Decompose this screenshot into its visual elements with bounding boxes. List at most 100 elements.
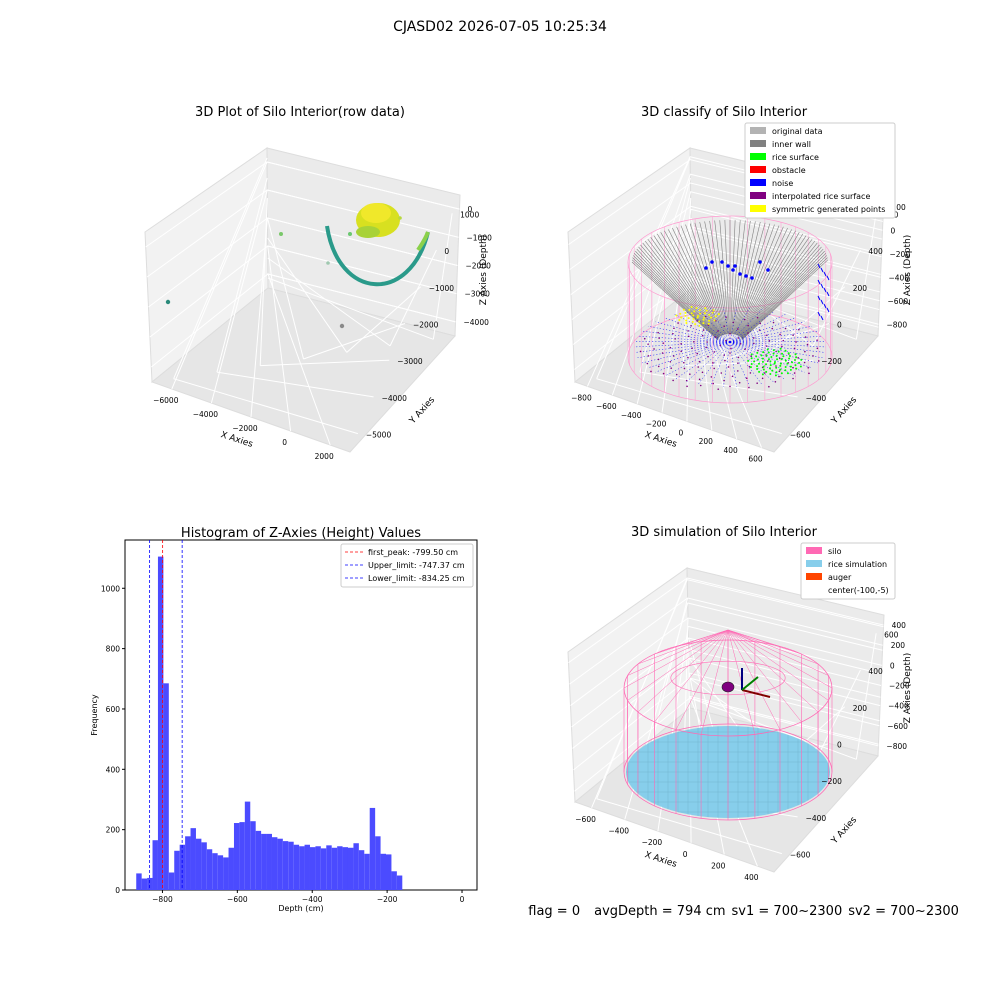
simulation-silo-roof	[727, 629, 819, 713]
classify-rice-surface-point	[749, 366, 752, 369]
histogram-legend-label: Lower_limit: -834.25 cm	[368, 574, 465, 583]
classify-noise-point	[685, 341, 731, 383]
classify-rice-surface-point	[780, 372, 783, 375]
raw-gridline-z	[149, 245, 457, 338]
raw-outlier-point	[339, 323, 345, 329]
classify-inner-wall-point	[685, 224, 725, 335]
simulation-gridline-z	[572, 657, 881, 749]
classify-noise-point	[826, 275, 830, 281]
classify-interpolated-point	[774, 380, 777, 383]
classify-interpolated-point	[766, 334, 768, 337]
auger-axis-y	[741, 676, 759, 691]
simulation-ytick-label: 200	[853, 704, 868, 713]
classify-noise-point	[729, 307, 750, 343]
simulation-silo-roof	[627, 629, 729, 676]
classify-noise-point	[820, 299, 824, 305]
classify-interpolated-point	[763, 372, 766, 374]
histogram-bar	[266, 833, 272, 890]
classify-interpolated-point	[724, 359, 726, 362]
histogram-bar	[337, 846, 343, 890]
simulation-silo-roof	[675, 629, 729, 647]
classify-interpolated-point	[816, 339, 818, 341]
classify-noise-point	[641, 341, 731, 364]
classify-inner-wall-point	[632, 255, 719, 340]
classify-noise-point	[633, 341, 731, 348]
classify-inner-wall-point	[647, 238, 721, 337]
classify-rice-surface-point	[769, 372, 772, 375]
classify-rice-surface-point	[781, 352, 784, 355]
classify-interpolated-point	[677, 322, 679, 324]
classify-inner-wall-point	[739, 235, 807, 337]
classify-interpolated-point	[775, 365, 777, 367]
histogram-bar	[364, 853, 370, 890]
classify-xtick-label: −800	[571, 393, 592, 402]
classify-noise-point	[729, 341, 819, 364]
classify-symmetric-point	[690, 312, 693, 315]
classify-legend-label: symmetric generated points	[772, 205, 885, 214]
histogram-bar	[375, 836, 381, 890]
raw-xtick-label: 0	[282, 438, 287, 447]
raw-gridline-y-back	[267, 277, 434, 340]
classify-inner-wall-point	[740, 246, 822, 339]
classify-interpolated-point	[745, 377, 748, 380]
simulation-xtick-label: 400	[744, 873, 759, 882]
simulation-silo-roof	[637, 629, 729, 713]
classify-rice-surface-point	[794, 353, 797, 356]
classify-symmetric-point	[703, 316, 706, 319]
classify-rice-surface-point	[784, 365, 787, 368]
footer-flag: flag = 0	[528, 904, 581, 919]
classify-rice-surface-point	[755, 355, 758, 358]
classify-interpolated-point	[768, 385, 770, 388]
classify-interpolated-point	[761, 377, 764, 380]
classify-interpolated-point	[672, 332, 674, 335]
raw-gridline-y-back	[267, 237, 348, 353]
classify-rice-surface-point	[772, 349, 775, 352]
classify-inner-wall-point	[735, 225, 780, 335]
simulation-ztick-label: 400	[892, 621, 907, 630]
classify-interpolated-point	[804, 336, 807, 338]
simulation-legend-swatch	[806, 547, 822, 554]
classify-legend: original data inner wall rice surface obsta…	[744, 122, 896, 219]
histogram-bar	[320, 848, 327, 890]
classify-gridline-z	[570, 205, 882, 295]
classify-interpolated-point	[804, 350, 806, 353]
simulation-ytick-label: −400	[806, 814, 827, 823]
classify-interpolated-point	[757, 349, 759, 352]
classify-inner-wall-point	[694, 222, 726, 335]
histogram-bar	[315, 846, 321, 890]
classify-interpolated-point	[750, 355, 752, 357]
simulation-ytick-label: 0	[837, 741, 842, 750]
classify-noise-point	[820, 315, 824, 321]
classify-interpolated-point	[781, 345, 783, 348]
classify-interpolated-point	[768, 339, 771, 342]
classify-rice-surface-point	[775, 371, 778, 374]
classify-inner-wall-point	[740, 244, 820, 338]
raw-arc-points-upper	[416, 231, 430, 252]
raw-zlabel: Z Axies (Depth)	[479, 235, 489, 306]
classify-inner-wall-point	[741, 259, 829, 340]
classify-interpolated-point	[689, 373, 691, 375]
classify-noise-point	[733, 264, 737, 268]
raw-arc-points	[325, 225, 430, 287]
panel-simulation-3d: 3D simulation of Silo Interior −600 −400 −…	[567, 525, 913, 882]
simulation-auger-marker	[721, 681, 735, 693]
simulation-xtick-label: −400	[608, 827, 629, 836]
classify-rice-surface-point	[786, 372, 789, 375]
classify-symmetric-point	[707, 322, 710, 325]
classify-inner-wall-point	[656, 233, 722, 337]
classify-noise-point	[826, 307, 830, 313]
histogram-bar	[369, 807, 376, 890]
classify-interpolated-point	[691, 347, 693, 349]
classify-rice-surface-point	[747, 359, 750, 362]
classify-interpolated-point	[792, 334, 794, 336]
classify-interpolated-point	[797, 357, 800, 359]
classify-rice-surface-point	[791, 361, 794, 364]
classify-interpolated-point	[808, 372, 810, 375]
classify-noise-point	[729, 325, 813, 343]
classify-interpolated-point	[702, 329, 705, 331]
histogram-title: Histogram of Z-Axies (Height) Values	[181, 526, 421, 541]
simulation-legend-swatch	[806, 573, 822, 580]
classify-interpolated-point	[687, 356, 689, 359]
classify-rice-surface-point	[756, 365, 759, 368]
